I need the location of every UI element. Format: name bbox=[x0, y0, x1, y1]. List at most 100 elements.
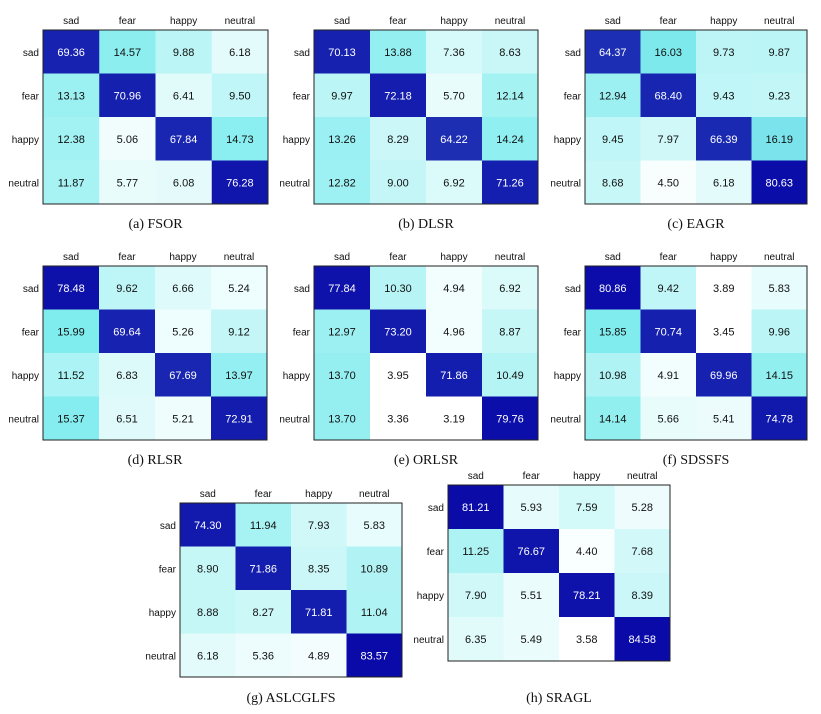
cell-value-label: 70.13 bbox=[328, 47, 356, 59]
row-label: fear bbox=[22, 91, 40, 102]
cell-value-label: 64.37 bbox=[599, 47, 627, 59]
cell-value-label: 7.93 bbox=[308, 520, 329, 532]
column-label: sad bbox=[334, 252, 350, 263]
column-label: neutral bbox=[764, 252, 795, 263]
cell-value-label: 3.45 bbox=[713, 326, 734, 338]
matrix-cell bbox=[696, 73, 752, 118]
matrix-cell bbox=[43, 353, 100, 397]
matrix-cell bbox=[155, 73, 213, 118]
cell-value-label: 10.98 bbox=[599, 370, 627, 382]
cell-value-label: 5.41 bbox=[713, 413, 734, 425]
cell-value-label: 79.76 bbox=[496, 413, 524, 425]
row-label: happy bbox=[283, 135, 310, 146]
cell-value-label: 6.18 bbox=[229, 47, 250, 59]
cell-value-label: 78.21 bbox=[573, 590, 601, 602]
matrix-cell bbox=[346, 633, 403, 678]
matrix-cell bbox=[314, 117, 371, 161]
cell-value-label: 8.88 bbox=[197, 607, 218, 619]
cell-value-label: 83.57 bbox=[360, 650, 388, 662]
cell-value-label: 8.63 bbox=[499, 47, 520, 59]
cell-value-label: 8.90 bbox=[197, 563, 218, 575]
cell-value-label: 3.95 bbox=[387, 370, 408, 382]
matrix-cell bbox=[482, 73, 539, 118]
matrix-cell bbox=[370, 309, 427, 354]
cell-value-label: 4.50 bbox=[658, 177, 679, 189]
cell-value-label: 6.83 bbox=[116, 370, 137, 382]
matrix-cell bbox=[211, 117, 269, 161]
panel-caption: (e) ORLSR bbox=[394, 453, 459, 468]
matrix-border bbox=[42, 265, 268, 441]
matrix-cell bbox=[751, 73, 808, 118]
matrix-cell bbox=[180, 633, 236, 678]
cell-value-label: 11.25 bbox=[462, 546, 489, 558]
column-label: sad bbox=[63, 16, 79, 27]
matrix-cell bbox=[696, 353, 752, 397]
cell-value-label: 7.59 bbox=[576, 502, 597, 514]
matrix-cell bbox=[696, 309, 752, 354]
matrix-cell bbox=[235, 546, 292, 591]
column-label: happy bbox=[440, 16, 467, 27]
cell-value-label: 6.92 bbox=[499, 283, 520, 295]
cell-value-label: 77.84 bbox=[328, 283, 356, 295]
matrix-cell bbox=[448, 529, 504, 574]
cell-value-label: 5.83 bbox=[364, 520, 385, 532]
row-label: fear bbox=[427, 547, 445, 558]
matrix-cell bbox=[43, 117, 100, 161]
matrix-cell bbox=[211, 353, 268, 397]
matrix-cell bbox=[43, 266, 100, 310]
cell-value-label: 4.91 bbox=[658, 370, 679, 382]
cell-value-label: 6.35 bbox=[465, 634, 486, 646]
matrix-cell bbox=[235, 633, 292, 678]
row-label: sad bbox=[565, 284, 581, 295]
panel-caption: (f) SDSSFS bbox=[663, 453, 730, 468]
matrix-cell bbox=[585, 266, 641, 310]
cell-value-label: 8.29 bbox=[387, 134, 408, 146]
matrix-cell bbox=[503, 573, 560, 618]
cell-value-label: 9.62 bbox=[116, 283, 137, 295]
cell-value-label: 72.18 bbox=[384, 90, 412, 102]
matrix-cell bbox=[559, 617, 615, 662]
row-label: fear bbox=[293, 91, 311, 102]
matrix-cell bbox=[346, 590, 403, 634]
matrix-cell bbox=[346, 546, 403, 591]
cell-value-label: 9.45 bbox=[602, 134, 623, 146]
matrix-cell bbox=[370, 353, 427, 397]
cell-value-label: 9.23 bbox=[769, 90, 790, 102]
column-label: fear bbox=[389, 252, 407, 263]
matrix-cell bbox=[751, 353, 808, 397]
matrix-cell bbox=[585, 73, 641, 118]
matrix-cell bbox=[482, 30, 539, 74]
cell-value-label: 80.63 bbox=[765, 177, 793, 189]
cell-value-label: 7.36 bbox=[443, 47, 464, 59]
column-label: neutral bbox=[764, 16, 795, 27]
matrix-cell bbox=[211, 396, 268, 441]
matrix-cell bbox=[751, 309, 808, 354]
row-label: neutral bbox=[413, 635, 444, 646]
cell-value-label: 69.96 bbox=[710, 370, 738, 382]
confusion-matrix-panel-h: 81.21 5.93 7.59 5.28 11.25 76.67 4.40 7.68 7.90 5… bbox=[413, 471, 671, 706]
cell-value-label: 69.36 bbox=[57, 47, 85, 59]
cell-value-label: 11.94 bbox=[250, 520, 277, 532]
row-label: sad bbox=[160, 521, 176, 532]
matrix-cell bbox=[482, 353, 539, 397]
cell-value-label: 5.24 bbox=[228, 283, 249, 295]
matrix-cell bbox=[696, 266, 752, 310]
row-label: happy bbox=[12, 371, 39, 382]
cell-value-label: 14.15 bbox=[765, 370, 793, 382]
row-label: fear bbox=[564, 327, 582, 338]
confusion-matrix-panel-d: 78.48 9.62 6.66 5.24 15.99 69.64 5.26 9.12 11.52… bbox=[8, 252, 268, 468]
panel-caption: (b) DLSR bbox=[398, 217, 454, 232]
matrix-cell bbox=[426, 117, 483, 161]
matrix-cell bbox=[640, 117, 697, 161]
matrix-cell bbox=[426, 266, 483, 310]
cell-value-label: 5.51 bbox=[521, 590, 542, 602]
matrix-cell bbox=[99, 266, 156, 310]
cell-value-label: 71.86 bbox=[249, 563, 277, 575]
cell-value-label: 64.22 bbox=[440, 134, 468, 146]
column-label: fear bbox=[118, 252, 136, 263]
matrix-cell bbox=[314, 396, 371, 441]
cell-value-label: 71.26 bbox=[496, 177, 524, 189]
row-label: sad bbox=[428, 503, 444, 514]
row-label: sad bbox=[294, 284, 310, 295]
cell-value-label: 16.19 bbox=[765, 134, 793, 146]
